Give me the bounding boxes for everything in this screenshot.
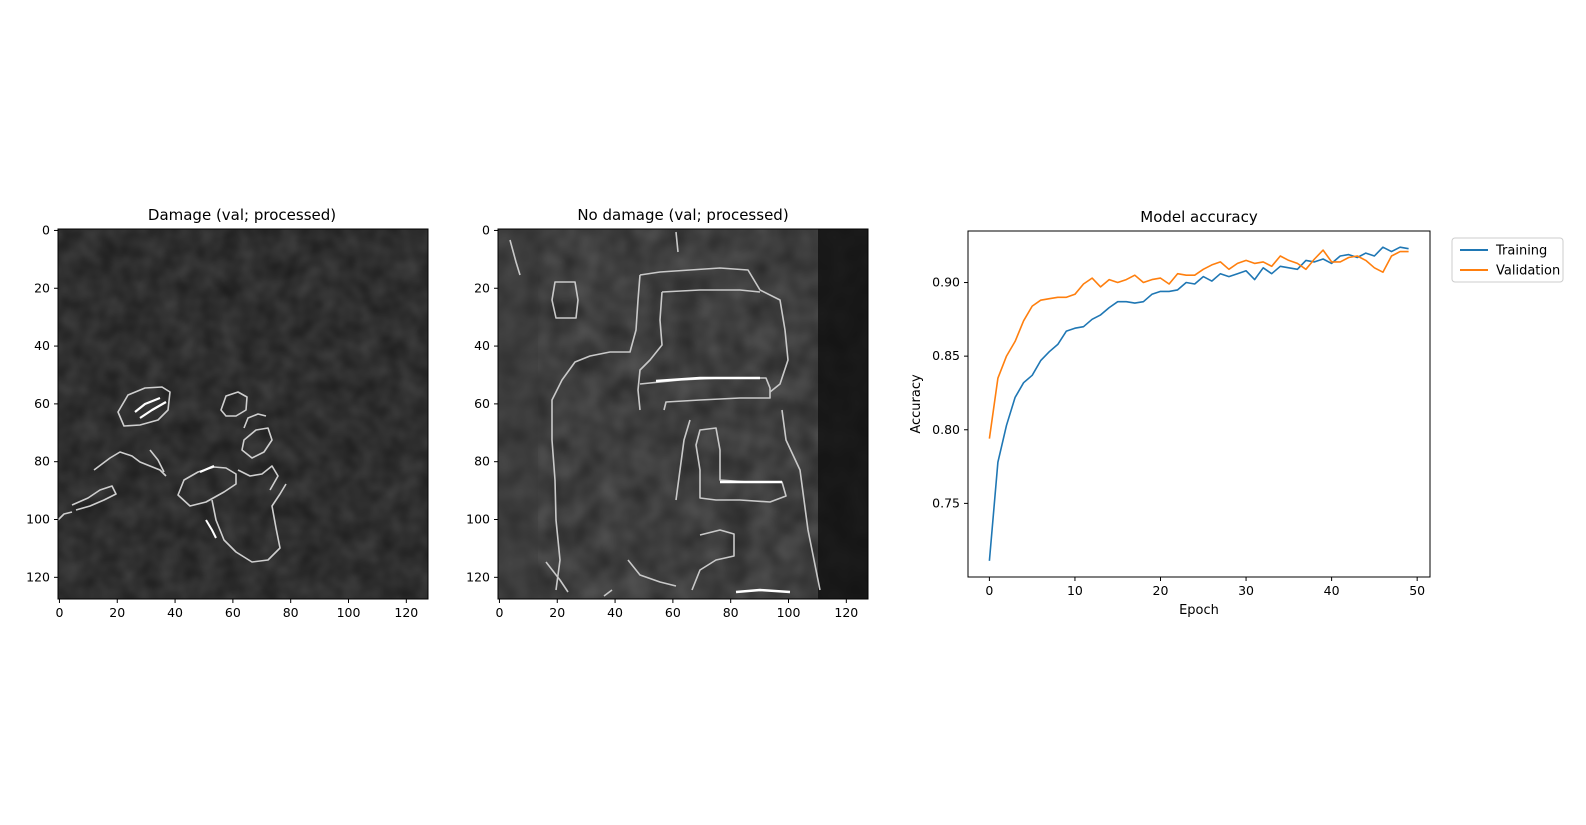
x-tick-label: 30: [1238, 583, 1254, 598]
chart-title: Model accuracy: [1140, 208, 1258, 226]
y-tick-label: 0.90: [932, 275, 960, 290]
chart-legend: Training Validation: [1451, 237, 1564, 283]
legend-label-training: Training: [1495, 244, 1547, 259]
y-tick-label: 40: [474, 338, 490, 353]
x-tick-label: 50: [1409, 583, 1425, 598]
y-tick-label: 80: [474, 454, 490, 469]
y-tick-label: 20: [474, 280, 490, 295]
damage-axis-ticks: 0 20 40 60 80 100 120 0 20 40 60 80 100 120: [26, 222, 418, 620]
y-tick-label: 120: [466, 569, 490, 584]
y-tick-label: 100: [26, 512, 50, 527]
nodamage-panel-title: No damage (val; processed): [577, 206, 788, 224]
y-tick-label: 0.85: [932, 348, 960, 363]
damage-panel: Damage (val; processed) 0 20: [26, 206, 429, 620]
chart-axes-frame: [967, 230, 1431, 578]
x-tick-label: 120: [834, 605, 858, 620]
damage-panel-title: Damage (val; processed): [148, 206, 336, 224]
x-tick-label: 20: [1153, 583, 1169, 598]
x-tick-label: 20: [549, 605, 565, 620]
y-tick-label: 0: [42, 222, 50, 237]
x-tick-label: 0: [495, 605, 503, 620]
accuracy-chart: Model accuracy 0 10 20 30 40 50 0.75 0.80 0.85 0.…: [909, 208, 1564, 618]
y-tick-label: 40: [34, 338, 50, 353]
x-tick-label: 100: [337, 605, 361, 620]
y-tick-label: 0.75: [932, 495, 960, 510]
nodamage-axes-frame: [497, 228, 869, 600]
x-tick-label: 60: [665, 605, 681, 620]
y-tick-label: 60: [34, 396, 50, 411]
damage-edge-contours: [57, 386, 287, 563]
x-tick-label: 40: [1324, 583, 1340, 598]
x-tick-label: 20: [109, 605, 125, 620]
x-axis-label: Epoch: [1179, 603, 1219, 618]
x-tick-label: 0: [55, 605, 63, 620]
y-tick-label: 100: [466, 512, 490, 527]
x-tick-label: 40: [167, 605, 183, 620]
chart-axis-ticks: 0 10 20 30 40 50 0.75 0.80 0.85 0.90: [932, 275, 1425, 598]
x-tick-label: 100: [777, 605, 801, 620]
y-tick-label: 80: [34, 454, 50, 469]
nodamage-panel: No damage (val; processed): [466, 206, 869, 620]
series-line-training: [988, 246, 1409, 561]
y-tick-label: 20: [34, 280, 50, 295]
y-tick-label: 60: [474, 396, 490, 411]
damage-image: [57, 229, 428, 599]
damage-axes-frame: [57, 228, 429, 600]
x-tick-label: 80: [723, 605, 739, 620]
x-tick-label: 80: [283, 605, 299, 620]
x-tick-label: 0: [985, 583, 993, 598]
y-tick-label: 0.80: [932, 422, 960, 437]
x-tick-label: 60: [225, 605, 241, 620]
nodamage-image: [498, 229, 868, 599]
nodamage-axis-ticks: 0 20 40 60 80 100 120 0 20 40 60 80 100 120: [466, 222, 858, 620]
nodamage-edge-contours: [509, 231, 821, 597]
chart-series-lines: [988, 246, 1409, 561]
x-tick-label: 40: [607, 605, 623, 620]
legend-label-validation: Validation: [1496, 264, 1560, 279]
y-tick-label: 0: [482, 222, 490, 237]
x-tick-label: 10: [1067, 583, 1083, 598]
series-line-validation: [988, 249, 1409, 439]
y-tick-label: 120: [26, 569, 50, 584]
x-tick-label: 120: [394, 605, 418, 620]
y-axis-label: Accuracy: [909, 374, 924, 434]
